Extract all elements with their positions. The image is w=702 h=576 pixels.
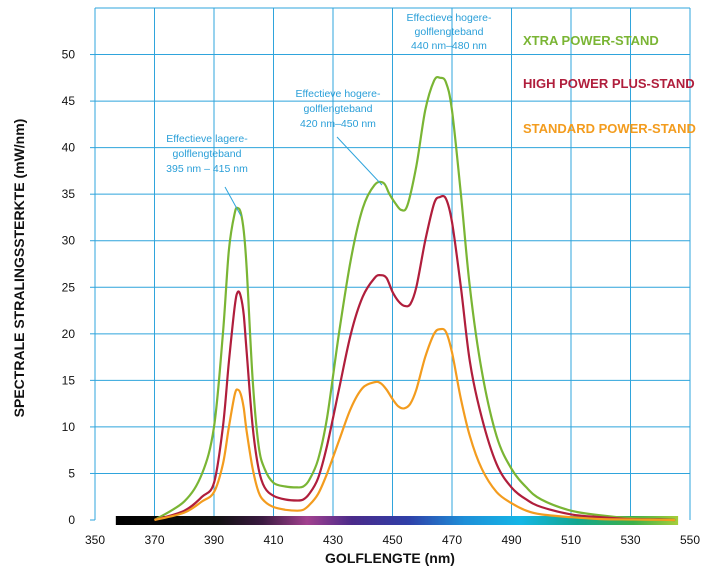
legend-entry-3: STANDARD POWER-STAND [523,121,696,136]
x-tick-label: 410 [263,533,283,547]
annotation-2-line-1: Effectieve hogere- [295,88,381,100]
series-line-1 [153,75,676,522]
y-tick-label: 0 [68,513,75,527]
y-tick-label: 10 [62,420,76,434]
y-tick-label: 40 [62,141,76,155]
x-tick-label: 390 [204,533,224,547]
x-tick-label: 370 [144,533,164,547]
series-line-3 [154,327,676,522]
annotation-1-line-3: 395 nm – 415 nm [166,163,248,175]
x-tick-label: 450 [382,533,402,547]
annotation-2-line-2: golflengteband [304,103,373,115]
y-axis-label: SPECTRALE STRALINGSSTERKTE (mW/nm) [11,119,27,418]
annotation-2-line-3: 420 nm–450 nm [300,118,376,130]
y-tick-label: 5 [68,466,75,480]
x-tick-label: 430 [323,533,343,547]
annotation-1-leader [224,186,242,217]
annotation-1-line-1: Effectieve lagere- [166,133,248,145]
y-tick-label: 45 [62,94,76,108]
annotation-3-line-1: Effectieve hogere- [406,12,492,24]
x-tick-label: 510 [561,533,581,547]
y-tick-label: 20 [62,327,76,341]
annotation-3-line-2: golflengteband [415,26,484,38]
x-tick-label: 350 [85,533,105,547]
annotation-3-line-3: 440 nm–480 nm [411,40,487,52]
legend-entry-1: XTRA POWER-STAND [523,33,659,48]
y-tick-label: 30 [62,234,76,248]
x-axis-label: GOLFLENGTE (nm) [325,550,455,566]
y-tick-label: 50 [62,48,76,62]
spectrum-bar [115,516,679,525]
legend-entry-2: HIGH POWER PLUS-STAND [523,76,695,91]
annotation-2-leader [336,136,383,186]
y-tick-label: 15 [62,373,76,387]
y-tick-label: 35 [62,187,76,201]
x-tick-label: 490 [501,533,521,547]
x-tick-label: 550 [680,533,700,547]
x-tick-label: 470 [442,533,462,547]
series-line-2 [154,194,676,522]
y-tick-label: 25 [62,280,76,294]
x-tick-label: 530 [620,533,640,547]
annotation-1-line-2: golflengteband [173,148,242,160]
